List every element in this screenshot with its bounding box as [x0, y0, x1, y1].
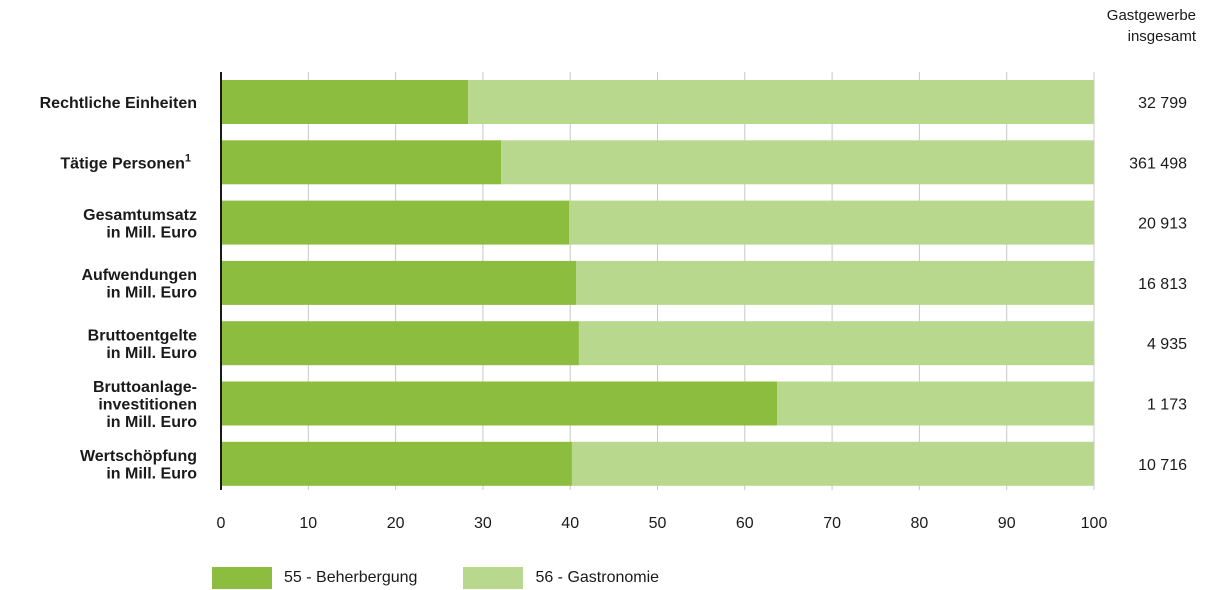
category-label-line: Rechtliche Einheiten — [40, 95, 197, 112]
total-value: 361 498 — [1129, 155, 1187, 172]
bar-gastronomie — [571, 441, 1094, 486]
legend-swatch-beherbergung — [212, 567, 272, 589]
category-label-line: in Mill. Euro — [106, 224, 197, 241]
legend-item-beherbergung: 55 - Beherbergung — [212, 567, 417, 589]
stacked-bar-chart: Rechtliche Einheiten Tätige Personen1 Gesa… — [40, 7, 1197, 532]
category-label-line: Bruttoentgelte — [88, 327, 197, 344]
category-label-line: in Mill. Euro — [106, 414, 197, 431]
category-label: Rechtliche Einheiten — [40, 95, 197, 112]
category-label: Tätige Personen1 — [60, 152, 191, 172]
x-tick-label: 10 — [299, 515, 317, 532]
bars — [221, 80, 1095, 486]
total-value: 16 813 — [1138, 276, 1187, 293]
x-tick-label: 20 — [387, 515, 405, 532]
x-tick-label: 0 — [217, 515, 226, 532]
category-label-line: in Mill. Euro — [106, 285, 197, 302]
category-label-line: Aufwendungen — [81, 267, 197, 284]
x-tick-label: 30 — [474, 515, 492, 532]
bar-gastronomie — [777, 381, 1094, 426]
bar-beherbergung — [221, 140, 502, 185]
bar-beherbergung — [221, 200, 570, 245]
x-tick-label: 60 — [736, 515, 754, 532]
bar-gastronomie — [501, 140, 1094, 185]
total-value: 1 173 — [1147, 397, 1187, 414]
category-label-text: Tätige Personen1 — [60, 152, 191, 172]
totals-header-line: insgesamt — [1128, 28, 1197, 45]
category-label-line: Gesamtumsatz — [83, 207, 197, 224]
total-value: 10 716 — [1138, 457, 1187, 474]
legend-label-beherbergung: 55 - Beherbergung — [284, 569, 418, 586]
x-tick-label: 80 — [911, 515, 929, 532]
totals-column: 32 799 361 498 20 913 16 813 4 935 1 173 10 71… — [1129, 95, 1187, 474]
total-value: 32 799 — [1138, 95, 1187, 112]
legend-swatch-gastronomie — [463, 567, 524, 589]
bar-gastronomie — [578, 321, 1094, 366]
bar-gastronomie — [576, 260, 1094, 305]
legend: 55 - Beherbergung 56 - Gastronomie — [212, 566, 705, 590]
category-label-line: investitionen — [98, 397, 197, 414]
totals-header-line: Gastgewerbe — [1107, 7, 1196, 24]
x-tick-label: 50 — [649, 515, 667, 532]
legend-item-gastronomie: 56 - Gastronomie — [463, 567, 659, 589]
category-label-line: Wertschöpfung — [80, 448, 197, 465]
category-label-line: in Mill. Euro — [106, 345, 197, 362]
total-value: 20 913 — [1138, 216, 1187, 233]
bar-beherbergung — [221, 260, 577, 305]
totals-header: Gastgewerbe insgesamt — [1107, 7, 1197, 45]
x-tick-label: 40 — [561, 515, 579, 532]
bar-beherbergung — [221, 80, 469, 124]
category-label-line: Bruttoanlage- — [93, 379, 197, 396]
x-tick-labels: 0 10 20 30 40 50 60 70 80 90 100 — [217, 515, 1108, 532]
legend-label-gastronomie: 56 - Gastronomie — [535, 569, 660, 586]
x-tick-label: 90 — [998, 515, 1016, 532]
bar-gastronomie — [468, 80, 1095, 124]
total-value: 4 935 — [1147, 336, 1187, 353]
x-tick-label: 70 — [823, 515, 841, 532]
bar-gastronomie — [569, 200, 1094, 245]
category-labels: Rechtliche Einheiten Tätige Personen1 Gesa… — [40, 95, 198, 483]
bar-beherbergung — [221, 441, 572, 486]
category-label-line: in Mill. Euro — [106, 466, 197, 483]
bar-beherbergung — [221, 381, 778, 426]
bar-beherbergung — [221, 321, 579, 366]
x-tick-label: 100 — [1081, 515, 1108, 532]
